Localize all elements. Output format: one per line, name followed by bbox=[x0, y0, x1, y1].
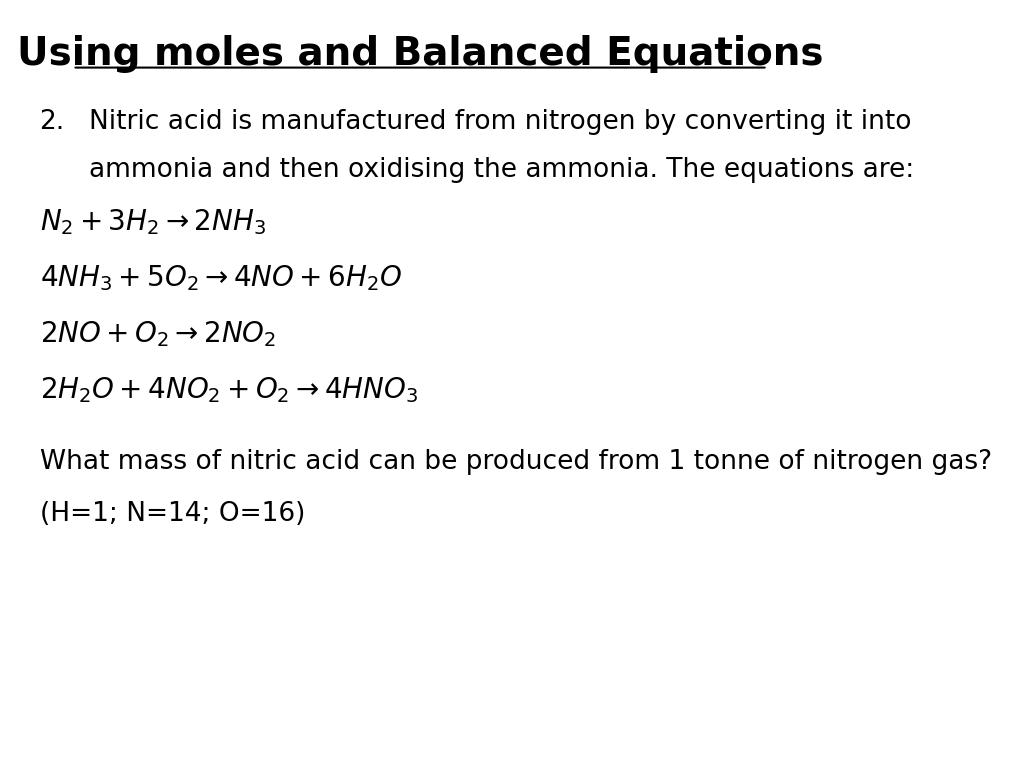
Text: $2NO + O_2 \rightarrow 2NO_2$: $2NO + O_2 \rightarrow 2NO_2$ bbox=[40, 319, 275, 349]
Text: $4NH_3 + 5O_2 \rightarrow 4NO + 6H_2O$: $4NH_3 + 5O_2 \rightarrow 4NO + 6H_2O$ bbox=[40, 263, 401, 293]
Text: Nitric acid is manufactured from nitrogen by converting it into: Nitric acid is manufactured from nitroge… bbox=[89, 109, 911, 135]
Text: ammonia and then oxidising the ammonia. The equations are:: ammonia and then oxidising the ammonia. … bbox=[89, 157, 914, 183]
Text: (H=1; N=14; O=16): (H=1; N=14; O=16) bbox=[40, 501, 305, 527]
Text: 2.: 2. bbox=[40, 109, 65, 135]
Text: Using moles and Balanced Equations: Using moles and Balanced Equations bbox=[16, 35, 823, 72]
Text: $2H_2O + 4NO_2 + O_2 \rightarrow 4HNO_3$: $2H_2O + 4NO_2 + O_2 \rightarrow 4HNO_3$ bbox=[40, 376, 418, 406]
Text: What mass of nitric acid can be produced from 1 tonne of nitrogen gas?: What mass of nitric acid can be produced… bbox=[40, 449, 991, 475]
Text: $N_2 + 3H_2 \rightarrow 2NH_3$: $N_2 + 3H_2 \rightarrow 2NH_3$ bbox=[40, 207, 265, 237]
